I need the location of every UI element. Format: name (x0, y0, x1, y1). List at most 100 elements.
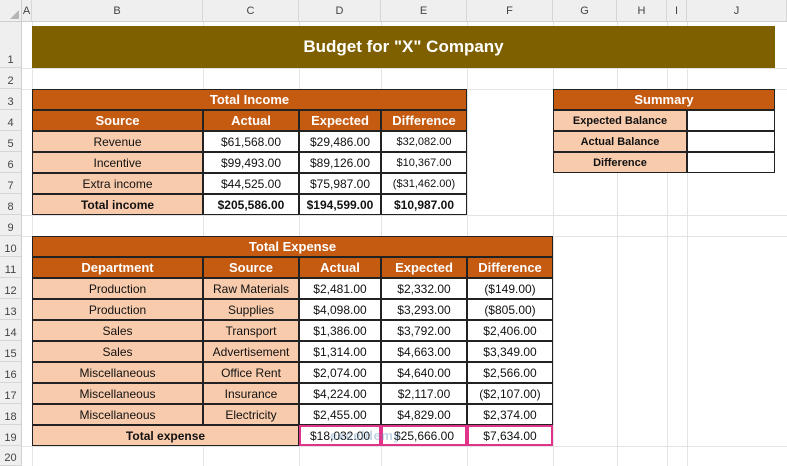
expense-expected-cell[interactable]: $4,640.00 (381, 362, 467, 383)
column-header-b[interactable]: B (32, 0, 203, 22)
summary-value-cell[interactable] (687, 110, 775, 131)
income-expected-cell[interactable]: $75,987.00 (299, 173, 381, 194)
expense-department-cell[interactable]: Production (32, 299, 203, 320)
expense-source-cell[interactable]: Raw Materials (203, 278, 299, 299)
income-difference-cell[interactable]: ($31,462.00) (381, 173, 467, 194)
column-header-f[interactable]: F (467, 0, 553, 22)
expense-total-expected[interactable]: $25,666.00 (381, 425, 467, 446)
expense-col-header[interactable]: Actual (299, 257, 381, 278)
expense-source-cell[interactable]: Transport (203, 320, 299, 341)
income-expected-cell[interactable]: $29,486.00 (299, 131, 381, 152)
row-header-20[interactable]: 20 (0, 446, 22, 466)
income-col-header[interactable]: Difference (381, 110, 467, 131)
income-table-title[interactable]: Total Income (32, 89, 467, 110)
summary-value-cell[interactable] (687, 152, 775, 173)
column-header-c[interactable]: C (203, 0, 299, 22)
expense-department-cell[interactable]: Sales (32, 341, 203, 362)
row-header-12[interactable]: 12 (0, 278, 22, 299)
income-total-expected[interactable]: $194,599.00 (299, 194, 381, 215)
expense-source-cell[interactable]: Electricity (203, 404, 299, 425)
income-actual-cell[interactable]: $99,493.00 (203, 152, 299, 173)
row-header-11[interactable]: 11 (0, 257, 22, 278)
row-header-10[interactable]: 10 (0, 236, 22, 257)
income-total-difference[interactable]: $10,987.00 (381, 194, 467, 215)
expense-actual-cell[interactable]: $4,224.00 (299, 383, 381, 404)
expense-actual-cell[interactable]: $2,455.00 (299, 404, 381, 425)
summary-value-cell[interactable] (687, 131, 775, 152)
expense-col-header[interactable]: Difference (467, 257, 553, 278)
expense-source-cell[interactable]: Supplies (203, 299, 299, 320)
row-header-6[interactable]: 6 (0, 152, 22, 173)
expense-col-header[interactable]: Expected (381, 257, 467, 278)
income-total-actual[interactable]: $205,586.00 (203, 194, 299, 215)
expense-difference-cell[interactable]: $2,566.00 (467, 362, 553, 383)
expense-expected-cell[interactable]: $2,117.00 (381, 383, 467, 404)
column-header-i[interactable]: I (667, 0, 687, 22)
expense-actual-cell[interactable]: $2,074.00 (299, 362, 381, 383)
row-header-1[interactable]: 1 (0, 22, 22, 68)
income-expected-cell[interactable]: $89,126.00 (299, 152, 381, 173)
expense-actual-cell[interactable]: $1,314.00 (299, 341, 381, 362)
income-col-header[interactable]: Expected (299, 110, 381, 131)
column-header-g[interactable]: G (553, 0, 617, 22)
expense-department-cell[interactable]: Miscellaneous (32, 404, 203, 425)
expense-col-header[interactable]: Department (32, 257, 203, 278)
row-header-9[interactable]: 9 (0, 215, 22, 236)
column-header-h[interactable]: H (617, 0, 667, 22)
expense-actual-cell[interactable]: $2,481.00 (299, 278, 381, 299)
row-header-19[interactable]: 19 (0, 425, 22, 446)
summary-label-cell[interactable]: Difference (553, 152, 687, 173)
select-all-corner[interactable] (0, 0, 22, 22)
expense-difference-cell[interactable]: $3,349.00 (467, 341, 553, 362)
expense-department-cell[interactable]: Sales (32, 320, 203, 341)
row-header-18[interactable]: 18 (0, 404, 22, 425)
expense-source-cell[interactable]: Advertisement (203, 341, 299, 362)
expense-total-actual[interactable]: $18,032.00 (299, 425, 381, 446)
expense-expected-cell[interactable]: $4,829.00 (381, 404, 467, 425)
expense-expected-cell[interactable]: $4,663.00 (381, 341, 467, 362)
expense-source-cell[interactable]: Insurance (203, 383, 299, 404)
expense-department-cell[interactable]: Miscellaneous (32, 362, 203, 383)
expense-col-header[interactable]: Source (203, 257, 299, 278)
summary-label-cell[interactable]: Actual Balance (553, 131, 687, 152)
expense-actual-cell[interactable]: $4,098.00 (299, 299, 381, 320)
column-header-e[interactable]: E (381, 0, 467, 22)
expense-department-cell[interactable]: Production (32, 278, 203, 299)
column-header-a[interactable]: A (22, 0, 32, 22)
expense-difference-cell[interactable]: $2,374.00 (467, 404, 553, 425)
expense-actual-cell[interactable]: $1,386.00 (299, 320, 381, 341)
row-header-16[interactable]: 16 (0, 362, 22, 383)
income-total-label[interactable]: Total income (32, 194, 203, 215)
income-difference-cell[interactable]: $10,367.00 (381, 152, 467, 173)
income-actual-cell[interactable]: $44,525.00 (203, 173, 299, 194)
row-header-5[interactable]: 5 (0, 131, 22, 152)
row-header-3[interactable]: 3 (0, 89, 22, 110)
expense-difference-cell[interactable]: ($2,107.00) (467, 383, 553, 404)
income-actual-cell[interactable]: $61,568.00 (203, 131, 299, 152)
column-header-d[interactable]: D (299, 0, 381, 22)
expense-department-cell[interactable]: Miscellaneous (32, 383, 203, 404)
income-col-header[interactable]: Actual (203, 110, 299, 131)
summary-table-title[interactable]: Summary (553, 89, 775, 110)
expense-table-title[interactable]: Total Expense (32, 236, 553, 257)
income-source-cell[interactable]: Revenue (32, 131, 203, 152)
expense-total-label[interactable]: Total expense (32, 425, 299, 446)
row-header-15[interactable]: 15 (0, 341, 22, 362)
row-header-14[interactable]: 14 (0, 320, 22, 341)
income-source-cell[interactable]: Incentive (32, 152, 203, 173)
expense-expected-cell[interactable]: $2,332.00 (381, 278, 467, 299)
income-difference-cell[interactable]: $32,082.00 (381, 131, 467, 152)
expense-source-cell[interactable]: Office Rent (203, 362, 299, 383)
page-title[interactable]: Budget for "X" Company (32, 26, 775, 68)
expense-difference-cell[interactable]: ($805.00) (467, 299, 553, 320)
expense-expected-cell[interactable]: $3,792.00 (381, 320, 467, 341)
summary-label-cell[interactable]: Expected Balance (553, 110, 687, 131)
income-col-header[interactable]: Source (32, 110, 203, 131)
row-header-7[interactable]: 7 (0, 173, 22, 194)
income-source-cell[interactable]: Extra income (32, 173, 203, 194)
row-header-8[interactable]: 8 (0, 194, 22, 215)
expense-expected-cell[interactable]: $3,293.00 (381, 299, 467, 320)
expense-difference-cell[interactable]: $2,406.00 (467, 320, 553, 341)
row-header-13[interactable]: 13 (0, 299, 22, 320)
row-header-17[interactable]: 17 (0, 383, 22, 404)
